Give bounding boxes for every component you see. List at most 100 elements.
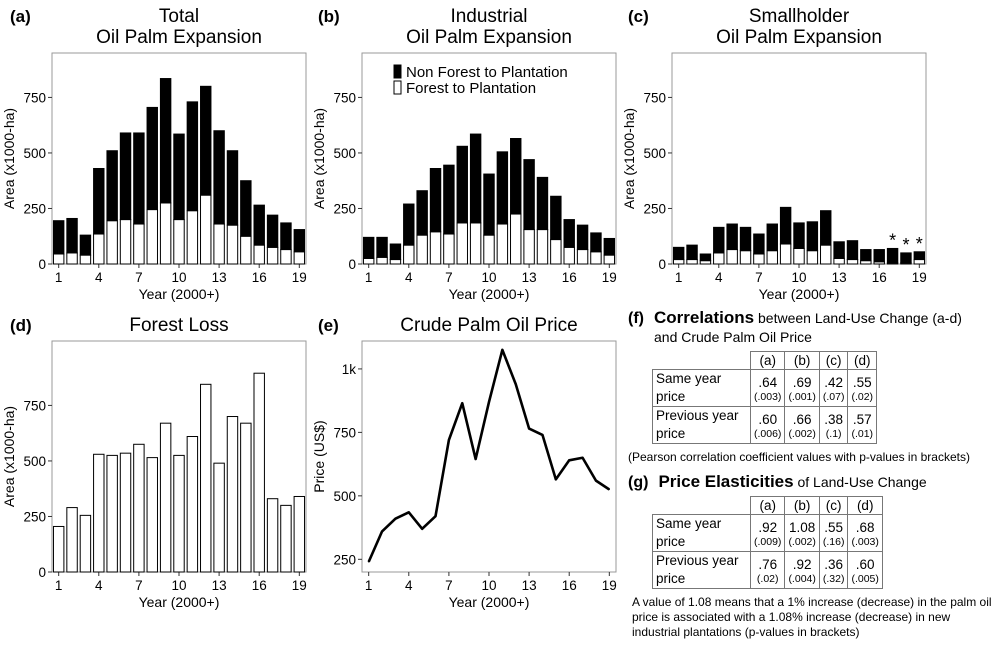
bar [456, 145, 468, 224]
cell-pvalue: (.003) [851, 535, 879, 548]
cell-value: .64 [758, 374, 778, 390]
chart-title: Crude Palm Oil Price [400, 315, 577, 336]
table-row: Previous year price .60 (.006) .66 (.002) .38(… [652, 406, 878, 444]
chart-title: Oil Palm Expansion [716, 27, 882, 48]
x-tick-label: 4 [95, 578, 103, 593]
chart-title: Forest Loss [129, 315, 228, 336]
plot-frame [361, 340, 617, 573]
table-f-title: (f) Correlations between Land-Use Change … [628, 308, 998, 347]
row-label-line1: Previous year [656, 553, 739, 568]
chart-title: Oil Palm Expansion [406, 27, 572, 48]
bar [79, 234, 92, 256]
bar [536, 176, 549, 231]
bar [873, 249, 885, 263]
data-point [541, 434, 544, 436]
column-header: (d) [847, 496, 883, 515]
column-header: (a) [749, 351, 786, 370]
x-tick-label: 1 [365, 578, 373, 593]
bar [119, 219, 132, 265]
x-tick-label: 7 [755, 270, 763, 285]
table-corner [652, 351, 751, 370]
cell-pvalue: (.002) [788, 535, 816, 548]
y-tick-label: 0 [38, 257, 46, 272]
legend-swatch [393, 64, 402, 79]
x-tick-label: 16 [252, 578, 267, 593]
bar [456, 222, 468, 265]
bar [119, 132, 132, 221]
chart-title: Smallholder [749, 6, 850, 27]
bar [389, 243, 402, 261]
data-point [501, 349, 503, 351]
bar [726, 249, 738, 265]
table-row: Previous year price .76 (.02) .92 (.004) .36 (.… [652, 551, 883, 589]
table-cell: .60 (.006) [749, 406, 786, 444]
y-tick-label: 1k [342, 362, 357, 377]
bar [443, 233, 455, 265]
bar [469, 222, 482, 265]
data-point [408, 511, 410, 513]
bar [240, 180, 252, 237]
bar [672, 259, 685, 265]
bar [280, 504, 292, 573]
bar [739, 250, 752, 265]
bar [429, 231, 442, 265]
x-tick-label: 10 [791, 270, 806, 285]
data-point [368, 561, 370, 563]
bar [200, 85, 212, 196]
x-tick-label: 4 [405, 270, 413, 285]
table-cell: .69 (.001) [784, 369, 820, 407]
x-axis-label: Year (2000+) [449, 594, 530, 610]
bar [779, 243, 792, 265]
significance-marker: * [889, 230, 896, 250]
legend-label: Non Forest to Plantation [406, 64, 568, 81]
cell-value: .38 [824, 411, 844, 427]
data-point [461, 402, 463, 404]
y-tick-label: 250 [23, 201, 46, 216]
bar [186, 210, 199, 265]
row-label-line1: Previous year [656, 408, 739, 423]
bar [93, 167, 105, 235]
price-line [367, 348, 611, 563]
bar [576, 249, 589, 265]
bar [200, 194, 212, 265]
cell-value: .36 [824, 556, 844, 572]
header-row: (a) (b) (c) (d) [652, 496, 883, 515]
y-tick-label: 250 [643, 201, 666, 216]
data-point [595, 480, 597, 482]
table-cell: .55 (.02) [847, 369, 878, 407]
bar [523, 229, 535, 265]
bar [266, 498, 279, 573]
y-tick-label: 250 [23, 509, 46, 524]
data-point [434, 515, 437, 517]
column-header: (b) [784, 496, 820, 515]
cell-value: .55 [852, 374, 872, 390]
bar [510, 138, 522, 215]
data-point [475, 458, 477, 460]
bar [496, 151, 509, 225]
y-tick-label: 0 [38, 565, 46, 580]
x-tick-label: 16 [872, 270, 887, 285]
bar [753, 233, 765, 255]
bar [483, 234, 495, 265]
table-cell: .55 (.16) [818, 514, 849, 552]
x-tick-label: 4 [405, 578, 413, 593]
bar [293, 251, 306, 265]
bar [563, 246, 575, 265]
x-tick-label: 10 [481, 578, 496, 593]
y-axis-label: Area (x1000-ha) [1, 406, 17, 507]
column-header: (c) [818, 496, 849, 515]
row-label-line2: price [656, 534, 686, 549]
cell-pvalue: (.009) [754, 535, 782, 548]
bar [416, 190, 428, 236]
bar [900, 252, 912, 264]
bar [576, 224, 589, 251]
bar [362, 236, 375, 259]
bar [280, 249, 292, 265]
x-tick-label: 19 [912, 270, 927, 285]
table-cell: .38 (.1) [818, 406, 849, 444]
table-g-note: A value of 1.08 means that a 1% increase… [632, 595, 992, 639]
x-tick-label: 7 [135, 270, 143, 285]
table-corner [652, 496, 751, 515]
bar [483, 173, 495, 236]
table-cell: .92 (.004) [784, 551, 820, 589]
